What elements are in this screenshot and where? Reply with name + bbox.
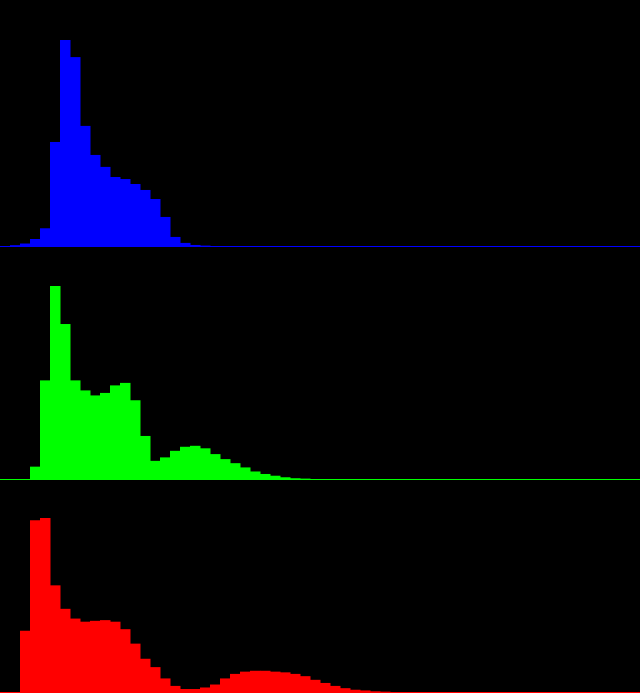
bar-red-6 xyxy=(60,608,71,692)
bar-red-23 xyxy=(230,673,241,692)
bar-red-19 xyxy=(190,689,201,692)
bar-green-8 xyxy=(80,390,91,479)
bar-red-21 xyxy=(210,684,221,692)
bar-red-4 xyxy=(40,518,51,692)
bar-blue-10 xyxy=(100,166,111,246)
bar-blue-7 xyxy=(70,57,81,246)
bar-green-12 xyxy=(120,382,131,479)
bar-red-35 xyxy=(350,689,361,692)
bar-blue-18 xyxy=(180,242,191,246)
bar-green-17 xyxy=(170,450,181,479)
bar-green-16 xyxy=(160,457,171,479)
bar-blue-15 xyxy=(150,199,161,246)
bar-blue-1 xyxy=(10,245,21,246)
bar-green-11 xyxy=(110,385,121,479)
bar-red-14 xyxy=(140,658,151,692)
bar-blue-3 xyxy=(30,239,41,246)
bar-green-29 xyxy=(290,478,301,479)
bar-red-13 xyxy=(130,643,141,692)
bar-green-9 xyxy=(90,395,101,479)
bar-red-3 xyxy=(30,520,41,692)
bar-red-11 xyxy=(110,621,121,692)
bar-green-5 xyxy=(50,286,61,479)
bar-red-8 xyxy=(80,621,91,692)
bar-green-18 xyxy=(180,446,191,479)
bar-green-4 xyxy=(40,380,51,479)
bar-blue-13 xyxy=(130,183,141,246)
bar-red-30 xyxy=(300,676,311,692)
bar-blue-2 xyxy=(20,243,31,246)
bar-blue-19 xyxy=(190,244,201,246)
bar-red-32 xyxy=(320,682,331,692)
bar-red-7 xyxy=(70,618,81,692)
bar-blue-5 xyxy=(50,141,61,246)
bar-red-15 xyxy=(150,667,161,692)
bar-green-19 xyxy=(190,445,201,479)
bar-red-10 xyxy=(100,620,111,692)
bar-red-16 xyxy=(160,678,171,692)
bar-green-14 xyxy=(140,435,151,479)
bar-red-36 xyxy=(360,690,371,692)
bar-red-20 xyxy=(200,687,211,692)
bar-blue-16 xyxy=(160,216,171,246)
bar-blue-14 xyxy=(140,189,151,246)
bar-green-22 xyxy=(220,459,231,479)
bar-green-6 xyxy=(60,324,71,479)
bar-red-5 xyxy=(50,585,61,692)
bar-green-7 xyxy=(70,380,81,479)
bar-blue-8 xyxy=(80,125,91,246)
bar-red-24 xyxy=(240,671,251,692)
bar-red-27 xyxy=(270,671,281,692)
bar-red-22 xyxy=(220,678,231,692)
bar-green-28 xyxy=(280,477,291,479)
bar-green-24 xyxy=(240,467,251,479)
bar-green-3 xyxy=(30,466,41,479)
bar-red-18 xyxy=(180,689,191,692)
bar-red-25 xyxy=(250,670,261,692)
bar-red-31 xyxy=(310,679,321,692)
bar-red-29 xyxy=(290,673,301,692)
bar-red-37 xyxy=(370,691,381,692)
bar-red-17 xyxy=(170,685,181,692)
bar-blue-4 xyxy=(40,228,51,246)
bar-green-13 xyxy=(130,400,141,479)
bar-blue-12 xyxy=(120,179,131,246)
bar-green-25 xyxy=(250,471,261,479)
bar-blue-11 xyxy=(110,176,121,246)
bar-green-23 xyxy=(230,463,241,479)
bar-green-15 xyxy=(150,460,161,479)
bar-red-34 xyxy=(340,688,351,692)
bar-green-21 xyxy=(210,454,221,479)
bar-green-27 xyxy=(270,475,281,479)
histogram-green xyxy=(0,286,640,480)
bar-red-33 xyxy=(330,685,341,692)
bar-red-26 xyxy=(260,670,271,692)
bar-blue-6 xyxy=(60,40,71,246)
bar-blue-17 xyxy=(170,236,181,246)
bar-green-26 xyxy=(260,473,271,479)
bar-green-20 xyxy=(200,448,211,479)
bar-red-2 xyxy=(20,630,31,692)
histogram-blue xyxy=(0,40,640,247)
bar-red-9 xyxy=(90,620,101,692)
bar-red-28 xyxy=(280,672,291,692)
bar-red-12 xyxy=(120,629,131,692)
bar-green-10 xyxy=(100,392,111,479)
bar-blue-9 xyxy=(90,154,101,246)
